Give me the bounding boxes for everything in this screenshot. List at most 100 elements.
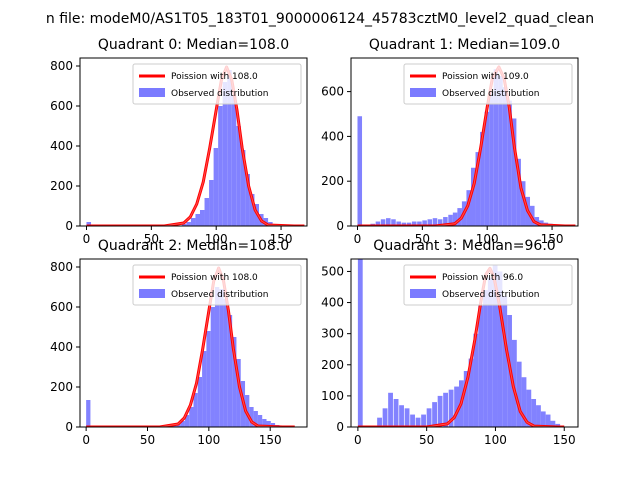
hist-bar [521, 377, 527, 427]
hist-bar [483, 290, 488, 427]
hist-bar [180, 421, 185, 427]
legend-entry-hist: Observed distribution [171, 89, 268, 99]
hist-bar [219, 289, 224, 427]
hist-bar [199, 210, 205, 226]
y-tick-label: 100 [321, 389, 344, 403]
y-tick-label: 300 [321, 327, 344, 341]
x-tick-label: 0 [354, 433, 362, 447]
y-tick-label: 200 [50, 179, 73, 193]
hist-bar [497, 271, 503, 427]
hist-bar [507, 100, 512, 226]
legend-box [403, 63, 573, 105]
x-tick-label: 0 [354, 232, 362, 246]
hist-bar [555, 423, 561, 427]
legend-entry-hist: Observed distribution [171, 290, 268, 300]
y-tick-label: 600 [321, 85, 344, 99]
hist-bar [257, 415, 263, 427]
hist-bar [536, 405, 541, 427]
hist-bar [410, 414, 415, 427]
hist-bar [475, 152, 481, 226]
y-tick-label: 400 [321, 129, 344, 143]
x-tick-label: 100 [484, 433, 507, 447]
legend-patch-swatch [139, 289, 165, 298]
hist-bar [417, 221, 422, 226]
hist-bar [249, 407, 254, 427]
hist-bar [232, 337, 237, 427]
hist-bar [437, 219, 443, 226]
quadrant-1-panel: Quadrant 1: Median=109.0 0 50 100 150 0 200 40… [321, 37, 579, 246]
hist-bar [484, 111, 490, 226]
hist-bar [470, 167, 476, 226]
hist-bar [406, 222, 412, 226]
hist-bar [253, 411, 258, 427]
y-tick-label: 800 [50, 260, 73, 274]
hist-bar [492, 265, 498, 427]
hist-bar [231, 96, 237, 226]
legend-entry-fit: Poission with 108.0 [171, 72, 258, 82]
hist-bar [222, 82, 228, 226]
x-tick-label: 150 [553, 433, 576, 447]
hist-bar [236, 126, 241, 226]
hist-bar [218, 106, 223, 226]
legend-box [132, 264, 302, 306]
x-tick-label: 100 [197, 433, 220, 447]
hist-bar [357, 259, 363, 427]
y-tick-label: 400 [321, 296, 344, 310]
legend: Poission with 108.0 Observed distribution [132, 63, 302, 105]
hist-bar [388, 392, 393, 427]
hist-bar [214, 287, 220, 427]
hist-bar [393, 399, 399, 427]
hist-bar [427, 219, 433, 226]
hist-bar [432, 402, 437, 427]
axes-frame [79, 57, 308, 227]
quadrant-0-panel: Quadrant 0: Median=108.0 0 50 100 150 0 200 40… [50, 37, 308, 246]
hist-bar [448, 214, 453, 226]
y-tick-label: 400 [50, 340, 73, 354]
legend: Poission with 108.0 Observed distribution [132, 264, 302, 306]
legend-entry-hist: Observed distribution [442, 89, 539, 99]
hist-bar [266, 421, 271, 427]
hist-bar [202, 351, 207, 427]
y-tick-label: 800 [50, 59, 73, 73]
hist-bar [240, 150, 246, 226]
hist-bar [245, 174, 250, 226]
hist-bar [468, 358, 474, 427]
hist-bar [411, 221, 417, 226]
hist-bar [209, 180, 214, 226]
hist-bar [399, 405, 404, 427]
hist-bar [516, 158, 521, 226]
hist-bar [463, 371, 469, 427]
legend: Poission with 96.0 Observed distribution [403, 264, 573, 306]
y-tick-label: 600 [50, 99, 73, 113]
x-tick-label: 50 [144, 232, 159, 246]
hist-bar [478, 305, 484, 427]
quadrant-3-panel: Quadrant 3: Median=96.0 0 50 100 150 0 100 200… [321, 238, 579, 447]
x-tick-label: 150 [270, 232, 293, 246]
hist-bar [421, 414, 426, 427]
hist-bar [473, 333, 479, 427]
hist-bar [415, 417, 421, 427]
hist-bar [86, 400, 91, 427]
y-tick-label: 600 [50, 300, 73, 314]
hist-bar [206, 331, 211, 427]
hist-bar [227, 70, 232, 226]
legend-patch-swatch [410, 88, 436, 97]
y-tick-label: 200 [321, 358, 344, 372]
hist-bar [454, 386, 459, 427]
x-tick-label: 50 [140, 433, 155, 447]
hist-bar [227, 315, 233, 427]
hist-bar [539, 220, 544, 226]
legend-entry-fit: Poission with 96.0 [442, 273, 523, 283]
x-tick-label: 0 [82, 433, 90, 447]
quadrant-3-title: Quadrant 3: Median=96.0 [373, 238, 555, 254]
x-tick-label: 50 [419, 433, 434, 447]
x-tick-label: 150 [541, 232, 564, 246]
hist-bar [236, 359, 241, 427]
hist-bar [386, 218, 391, 226]
y-tick-label: 200 [50, 380, 73, 394]
hist-bar [448, 389, 454, 427]
x-tick-label: 100 [205, 232, 228, 246]
hist-bar [380, 219, 386, 226]
hist-bar [382, 408, 388, 427]
hist-bar [511, 339, 517, 427]
